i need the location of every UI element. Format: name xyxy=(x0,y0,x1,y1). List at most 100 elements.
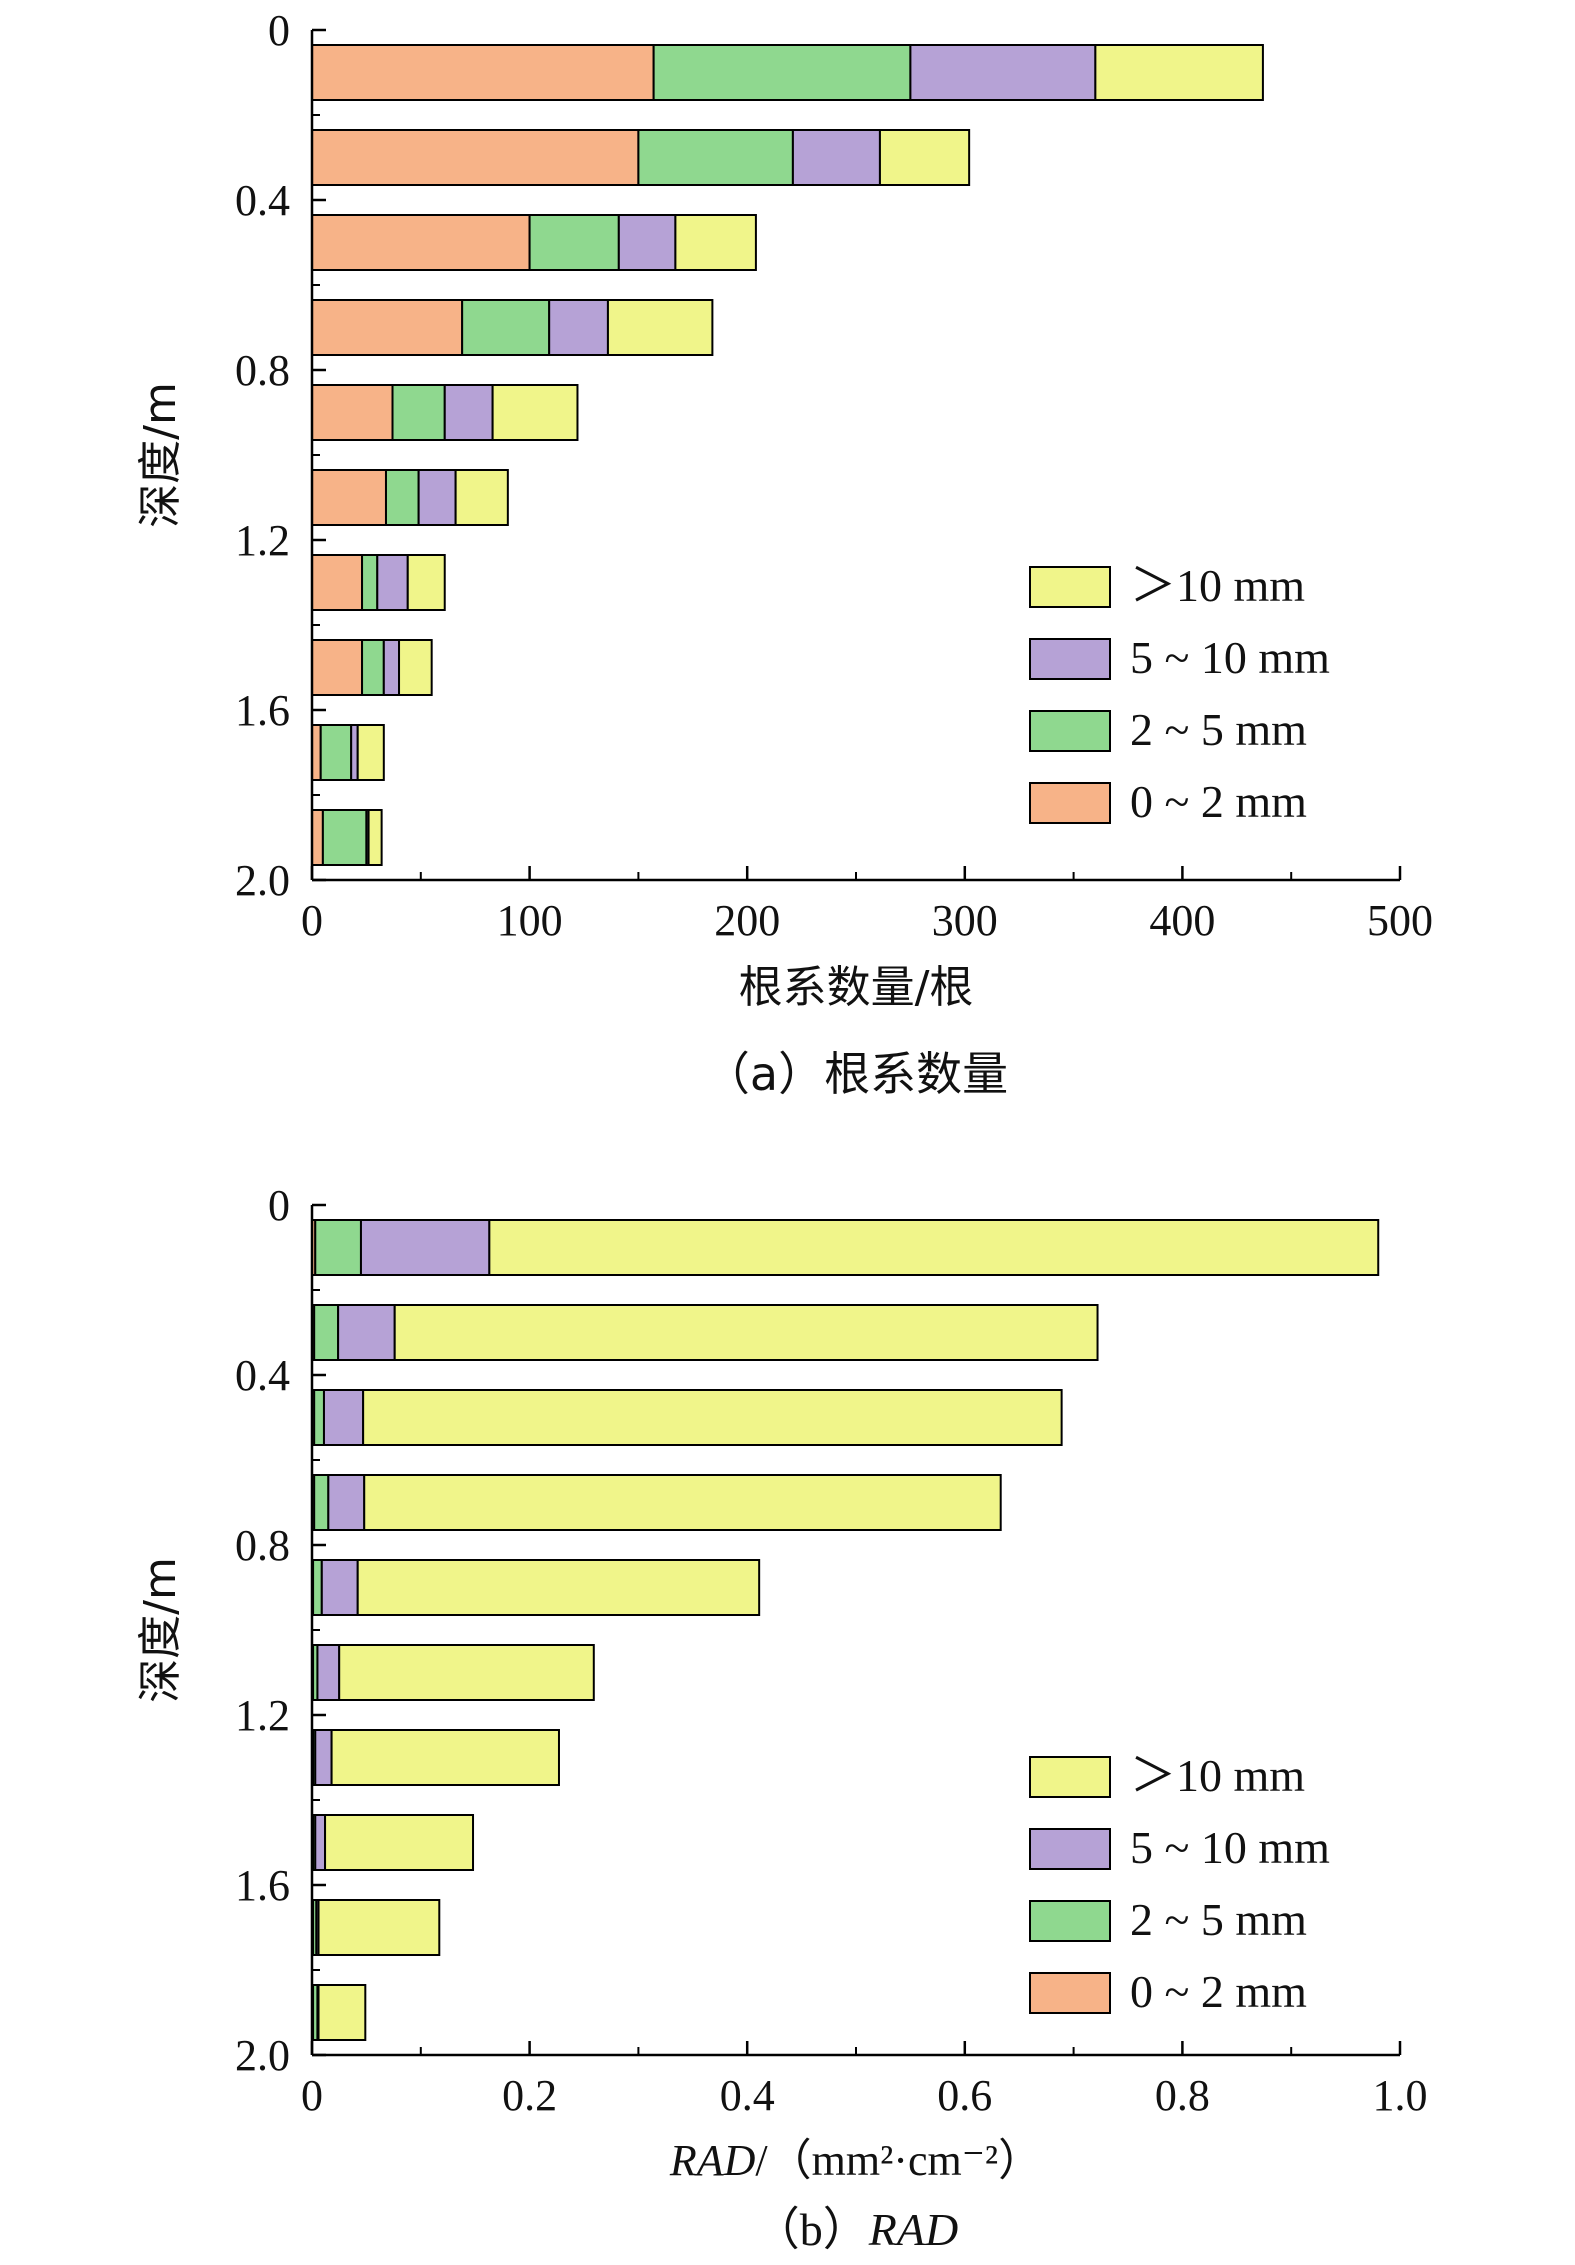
x-tick-label: 0.2 xyxy=(502,2071,557,2120)
bar-0_2-2 xyxy=(311,214,531,271)
bar-gt10-5 xyxy=(338,1644,595,1701)
bar-5_10-7 xyxy=(314,1814,327,1871)
x-tick-label: 0 xyxy=(301,2071,323,2120)
y-tick-label: 0.4 xyxy=(235,1351,290,1400)
bar-2_5-0 xyxy=(652,44,912,101)
x-tick-label: 0.8 xyxy=(1155,2071,1210,2120)
y-axis-title: 深度/m xyxy=(135,1557,186,1703)
bar-2_5-3 xyxy=(313,1474,330,1531)
y-tick-label: 0.8 xyxy=(235,1521,290,1570)
bar-5_10-4 xyxy=(443,384,494,441)
y-tick-label: 0.8 xyxy=(235,346,290,395)
legend-swatch-0_2 xyxy=(1029,1972,1111,2014)
x-axis-title-italic: RAD xyxy=(669,2136,756,2185)
bar-gt10-7 xyxy=(398,639,433,696)
y-tick-label: 1.2 xyxy=(235,516,290,565)
bar-5_10-0 xyxy=(909,44,1097,101)
bar-2_5-1 xyxy=(637,129,794,186)
bar-2_5-4 xyxy=(391,384,446,441)
bar-0_2-6 xyxy=(311,554,364,611)
y-tick-label: 0 xyxy=(268,6,290,55)
bar-5_10-5 xyxy=(316,1644,341,1701)
bar-gt10-5 xyxy=(454,469,509,526)
x-axis-title: RAD/（mm²·cm⁻²） xyxy=(669,2136,1042,2185)
y-axis-title: 深度/m xyxy=(135,382,186,528)
y-tick-label: 1.2 xyxy=(235,1691,290,1740)
bar-5_10-7 xyxy=(382,639,401,696)
x-tick-label: 1.0 xyxy=(1373,2071,1428,2120)
legend-label-5_10: 5 ~ 10 mm xyxy=(1130,1822,1330,1873)
bar-gt10-6 xyxy=(330,1729,560,1786)
bar-5_10-5 xyxy=(417,469,457,526)
bar-0_2-0 xyxy=(311,44,655,101)
caption-prefix: （b） xyxy=(754,2204,869,2255)
x-tick-label: 500 xyxy=(1367,896,1433,945)
y-tick-label: 2.0 xyxy=(235,856,290,905)
bar-5_10-2 xyxy=(322,1389,365,1446)
bar-2_5-1 xyxy=(313,1304,340,1361)
bar-5_10-3 xyxy=(327,1474,366,1531)
bar-2_5-2 xyxy=(528,214,620,271)
x-tick-label: 0 xyxy=(301,896,323,945)
bar-0_2-9 xyxy=(311,809,324,866)
bar-0_2-4 xyxy=(311,384,394,441)
bar-gt10-3 xyxy=(606,299,714,356)
y-tick-label: 1.6 xyxy=(235,1861,290,1910)
chart-panel-a: 0 100 200 300 400 500 0 0.4 0.8 1.2 1.6 2.0 深度/m 根系数量… xyxy=(135,6,1433,1101)
bar-2_5-8 xyxy=(319,724,353,781)
bar-2_5-6 xyxy=(361,554,379,611)
bar-gt10-4 xyxy=(491,384,579,441)
bar-5_10-2 xyxy=(617,214,677,271)
bar-5_10-3 xyxy=(548,299,609,356)
bar-gt10-2 xyxy=(674,214,757,271)
panel-caption: （a）根系数量 xyxy=(704,1047,1008,1101)
bar-gt10-0 xyxy=(1094,44,1264,101)
bar-5_10-1 xyxy=(791,129,881,186)
y-tick-label: 1.6 xyxy=(235,686,290,735)
x-axis-title-rest: /（mm²·cm⁻²） xyxy=(755,2136,1042,2185)
x-tick-label: 100 xyxy=(497,896,563,945)
bar-0_2-5 xyxy=(311,469,387,526)
legend-label-gt10: ＞10 mm xyxy=(1130,560,1305,611)
y-tick-label: 0 xyxy=(268,1181,290,1230)
bar-gt10-0 xyxy=(488,1219,1380,1276)
caption-italic: RAD xyxy=(868,2204,958,2255)
bar-gt10-9 xyxy=(367,809,383,866)
bar-2_5-0 xyxy=(314,1219,362,1276)
bar-gt10-1 xyxy=(393,1304,1099,1361)
bar-0_2-8 xyxy=(311,724,322,781)
bar-5_10-6 xyxy=(376,554,409,611)
legend-swatch-2_5 xyxy=(1029,710,1111,752)
bar-5_10-0 xyxy=(359,1219,491,1276)
legend-label-2_5: 2 ~ 5 mm xyxy=(1130,704,1307,755)
bar-gt10-8 xyxy=(317,1899,441,1956)
x-tick-label: 400 xyxy=(1149,896,1215,945)
legend-label-0_2: 0 ~ 2 mm xyxy=(1130,1966,1307,2017)
legend-label-gt10: ＞10 mm xyxy=(1130,1750,1305,1801)
bar-gt10-7 xyxy=(324,1814,475,1871)
legend-swatch-2_5 xyxy=(1029,1900,1111,1942)
legend-swatch-5_10 xyxy=(1029,638,1111,680)
legend-swatch-5_10 xyxy=(1029,1828,1111,1870)
bar-gt10-1 xyxy=(878,129,971,186)
bar-2_5-2 xyxy=(313,1389,325,1446)
bar-0_2-7 xyxy=(311,639,364,696)
bar-2_5-3 xyxy=(461,299,551,356)
y-tick-label: 0.4 xyxy=(235,176,290,225)
bar-5_10-1 xyxy=(337,1304,396,1361)
x-tick-label: 0.6 xyxy=(937,2071,992,2120)
bar-gt10-8 xyxy=(356,724,385,781)
bar-0_2-1 xyxy=(311,129,640,186)
legend-label-5_10: 5 ~ 10 mm xyxy=(1130,632,1330,683)
bar-2_5-9 xyxy=(321,809,368,866)
panel-caption: （b）RAD xyxy=(754,2204,958,2255)
x-tick-label: 200 xyxy=(714,896,780,945)
legend-swatch-gt10 xyxy=(1029,566,1111,608)
bar-2_5-5 xyxy=(384,469,420,526)
x-axis-title: 根系数量/根 xyxy=(739,962,974,1013)
bar-2_5-7 xyxy=(361,639,385,696)
bar-gt10-6 xyxy=(406,554,446,611)
bar-0_2-3 xyxy=(311,299,464,356)
bar-gt10-3 xyxy=(363,1474,1002,1531)
